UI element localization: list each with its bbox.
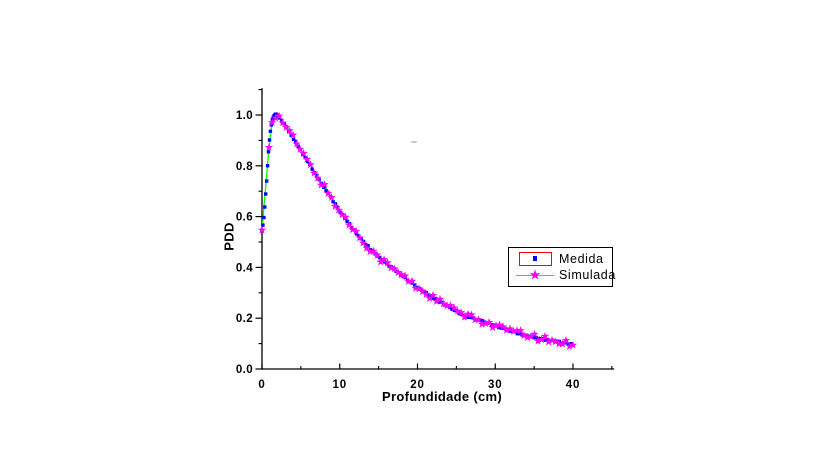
y-tick-label: 0.0 — [236, 364, 253, 376]
series-simulada-markers — [257, 111, 578, 350]
green-line-icon — [516, 274, 554, 276]
y-tick-label: 0.4 — [236, 262, 253, 274]
x-tick-label: 20 — [410, 379, 424, 391]
legend-entry-medida[interactable]: Medida — [514, 251, 610, 267]
y-tick-label: 0.8 — [236, 161, 253, 173]
x-axis-title: Profundidade (cm) — [382, 389, 502, 404]
y-axis-title: PDD — [221, 222, 237, 251]
legend[interactable]: Medida ★ Simulada — [508, 247, 615, 287]
x-tick-label: 40 — [566, 379, 580, 391]
legend-label-medida: Medida — [559, 251, 604, 266]
x-tick-label: 10 — [333, 379, 347, 391]
square-marker-icon — [532, 256, 538, 261]
axes — [255, 88, 615, 370]
selection-box-icon — [518, 251, 552, 266]
tick-labels: 0 10 20 30 40 0.0 0.2 0.4 0.6 0.8 1.0 — [236, 110, 580, 391]
x-tick-label: 0 — [258, 379, 265, 391]
legend-label-simulada: Simulada — [559, 268, 616, 283]
series-medida — [260, 112, 573, 346]
x-tick-label: 30 — [488, 379, 502, 391]
y-tick-label: 0.2 — [236, 313, 253, 325]
line-star-swatch: ★ — [516, 268, 554, 283]
series-simulada-line — [261, 115, 574, 348]
y-tick-label: 0.6 — [236, 212, 253, 224]
legend-entry-simulada[interactable]: ★ Simulada — [514, 267, 615, 283]
star-marker-icon: ★ — [528, 266, 542, 283]
y-tick-label: 1.0 — [236, 110, 253, 122]
stray-artifact — [411, 141, 417, 143]
